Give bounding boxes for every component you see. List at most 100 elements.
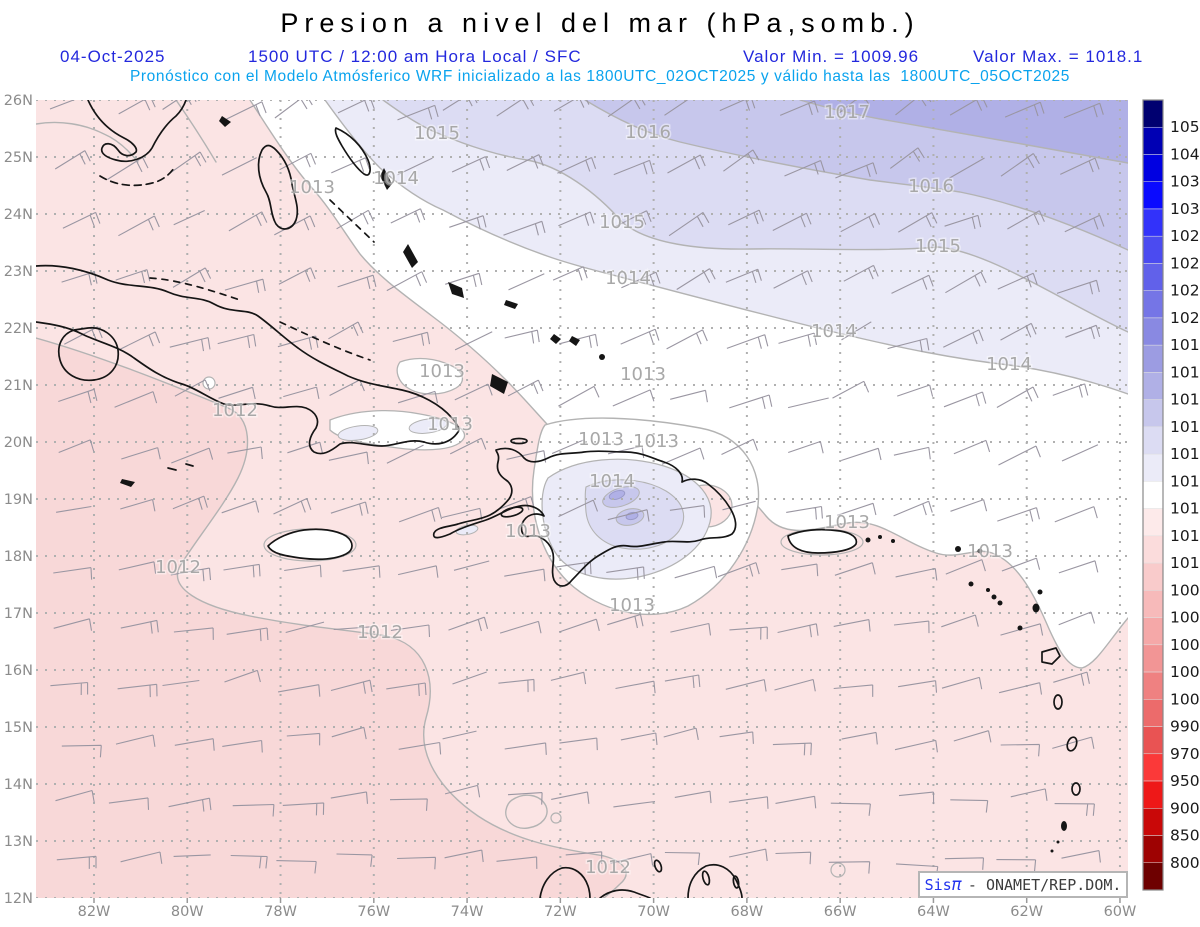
lon-tick-label: 74W [451,904,484,920]
colorbar-cell [1142,344,1164,373]
wind-barb [118,100,156,115]
wind-barb [386,444,424,464]
wind-barb [503,220,546,236]
wind-barb [729,626,768,640]
forecast-subtitle: Pronóstico con el Modelo Atmósferico WRF… [129,68,1070,85]
wind-barb [56,855,97,869]
wind-barb [445,272,483,288]
wind-barb [58,439,95,454]
wind-barb [556,561,592,575]
wind-barb [898,680,938,693]
wind-barb [997,507,1040,522]
wind-barb [444,784,481,798]
lat-tick-label: 18N [4,549,33,565]
wind-barb [719,100,756,112]
lat-tick-label: 19N [4,492,33,508]
wind-barb [390,624,431,638]
wind-barb [1001,557,1041,572]
wind-barb [449,215,487,230]
wind-barb [898,212,938,233]
wind-barb [108,797,150,810]
colorbar-cell [1142,399,1164,428]
wind-barb [506,450,547,463]
wind-barb [1000,153,1040,177]
wind-barb [330,501,369,516]
wind-barb [948,157,985,179]
value-max-label: Valor Max. = 1018.1 [973,47,1144,66]
wind-barbs [49,100,1105,879]
contour-label: 1013 [824,512,870,533]
wind-barb [222,739,263,753]
colorbar-label: 850 [1170,827,1200,845]
wind-barb [120,619,159,634]
wind-barb [1000,322,1037,341]
wind-barb [837,502,877,516]
wind-barb [496,100,535,117]
wind-barb [120,498,156,512]
colorbar-label: 800 [1170,854,1200,872]
wind-barb [894,739,938,753]
lat-tick-label: 12N [4,891,33,907]
contour-label: 1012 [212,400,258,421]
wind-barb [273,498,312,515]
wind-barb [996,386,1039,408]
colorbar-label: 1004 [1170,636,1200,654]
wind-barb [839,100,875,114]
lat-tick-label: 13N [4,834,33,850]
wind-barb [893,446,931,460]
wind-barb [504,329,540,344]
wind-barb [230,854,268,869]
wind-barb [114,391,158,408]
wind-barb [610,853,654,866]
wind-barb [168,151,207,175]
wind-barb [283,386,320,400]
wind-barb [276,860,317,874]
wind-barb [723,149,760,172]
wind-barb [787,397,829,409]
wind-barb [227,446,263,460]
lon-tick-label: 62W [1010,904,1043,920]
colorbar-cell [1142,426,1164,455]
attribution-org: - ONAMET/REP.DOM. [967,875,1122,894]
wind-barb [621,271,661,289]
wind-barb [337,274,377,290]
lat-tick-label: 25N [4,150,33,166]
wind-barb [553,100,590,112]
wind-barb [786,505,823,520]
colorbar-label: 1014 [1170,472,1200,490]
wind-barb [55,789,95,803]
colorbar-label: 1025 [1170,254,1200,272]
colorbar-cell [1142,617,1164,646]
wind-barb [397,390,439,404]
wind-barb [330,791,369,804]
wind-barb [330,679,373,694]
wind-barb [287,441,324,455]
colorbar-cell [1142,208,1164,237]
contour-label: 1017 [824,102,870,123]
wind-barb [620,732,658,745]
value-min-label: Valor Min. = 1009.96 [743,47,920,66]
wind-barb [453,560,490,571]
wind-barb [337,100,375,114]
contour-label: 1013 [967,541,1013,562]
jamaica-coast [267,528,353,561]
wind-barb [454,331,493,351]
wind-barb [498,678,535,693]
puerto-rico-coast [787,528,858,554]
lon-tick-label: 64W [917,904,950,920]
coastlines [36,100,1081,898]
wind-barb [775,851,812,865]
contour-label: 1013 [620,364,666,385]
wind-barb [333,626,372,639]
colorbar-label: 1010 [1170,554,1200,572]
wind-barb [887,337,930,353]
wind-barb [507,379,544,397]
lon-tick-label: 78W [264,904,297,920]
colorbar-cell [1142,317,1164,346]
lat-tick-label: 17N [4,606,33,622]
wind-barb [162,679,200,687]
wind-barb [717,562,760,578]
wind-barb [118,215,160,237]
wind-barb [398,506,443,523]
wind-barb [893,620,930,634]
